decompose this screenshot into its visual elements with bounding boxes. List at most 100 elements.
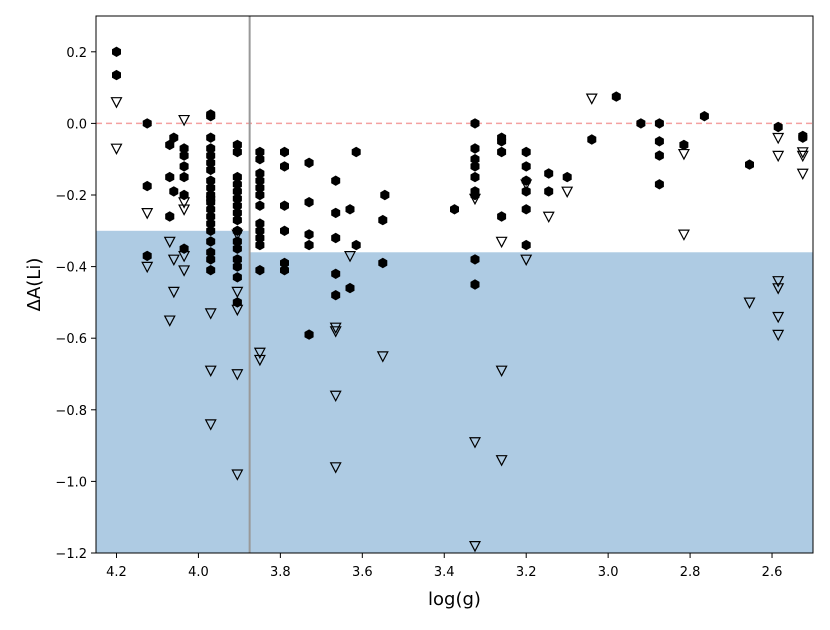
y-tick-label: −1.2: [55, 547, 87, 562]
data-point-filled: [798, 132, 808, 143]
data-point-filled: [497, 211, 507, 222]
data-point-upper-limit: [772, 150, 785, 163]
data-point-filled: [470, 171, 480, 183]
data-point-filled: [521, 161, 531, 172]
data-point-filled: [470, 143, 480, 154]
data-point-filled: [232, 261, 242, 272]
data-point-upper-limit: [163, 236, 176, 249]
x-tick-label: 4.0: [188, 565, 209, 580]
data-point-upper-limit: [344, 251, 357, 263]
data-point-filled: [206, 175, 216, 186]
data-point-filled: [206, 225, 216, 236]
data-point-filled: [304, 329, 314, 340]
data-point-upper-limit: [542, 211, 555, 224]
data-point-filled: [232, 179, 242, 190]
data-point-filled: [562, 171, 572, 183]
data-point-filled: [280, 146, 289, 158]
data-point-upper-limit: [178, 197, 191, 209]
data-point-filled: [255, 168, 265, 179]
data-point-filled: [745, 159, 754, 170]
data-point-filled: [255, 175, 265, 186]
data-point-filled: [521, 239, 531, 251]
data-point-filled: [654, 150, 664, 161]
data-point-upper-limit: [110, 143, 123, 155]
data-point-filled: [165, 139, 175, 151]
x-tick-label: 3.4: [434, 565, 455, 580]
data-point-filled: [232, 146, 242, 158]
data-point-upper-limit: [468, 540, 481, 553]
data-point-filled: [636, 118, 646, 129]
data-point-filled: [654, 118, 664, 129]
data-point-upper-limit: [772, 283, 785, 295]
data-point-filled: [470, 189, 480, 201]
data-point-filled: [165, 171, 175, 183]
shaded-region-1: [249, 252, 814, 553]
y-tick-label: 0.0: [66, 117, 87, 132]
data-point-filled: [232, 225, 242, 236]
data-point-upper-limit: [231, 304, 244, 317]
data-point-filled: [232, 186, 242, 197]
data-point-filled: [679, 139, 689, 151]
data-point-upper-limit: [561, 186, 574, 198]
data-point-filled: [544, 186, 554, 197]
data-point-upper-limit: [178, 114, 191, 127]
data-point-filled: [654, 136, 664, 147]
data-point-filled: [179, 161, 189, 172]
data-point-upper-limit: [231, 229, 244, 241]
data-point-filled: [331, 232, 341, 244]
x-tick-label: 2.8: [680, 565, 701, 580]
data-point-upper-limit: [677, 229, 690, 241]
plot-frame: [95, 15, 814, 554]
data-point-upper-limit: [495, 455, 508, 467]
data-point-filled: [255, 265, 265, 276]
data-point-filled: [470, 154, 480, 165]
data-point-filled: [255, 146, 265, 158]
data-point-filled: [521, 146, 531, 158]
data-point-upper-limit: [141, 208, 154, 220]
data-point-filled: [255, 218, 265, 229]
y-tick-label: 0.2: [66, 46, 87, 61]
data-point-filled: [470, 254, 480, 265]
data-point-upper-limit: [495, 236, 508, 249]
data-point-filled: [206, 182, 216, 193]
x-tick-label: 4.2: [106, 565, 127, 580]
data-point-filled: [544, 168, 554, 179]
data-point-filled: [470, 118, 480, 129]
data-point-filled: [304, 239, 314, 251]
data-point-filled: [232, 243, 242, 254]
data-point-upper-limit: [231, 369, 244, 381]
data-point-upper-limit: [520, 254, 533, 266]
data-point-filled: [331, 207, 341, 219]
data-point-filled: [206, 204, 216, 215]
data-point-filled: [587, 134, 597, 145]
data-point-upper-limit: [253, 354, 266, 367]
data-point-filled: [206, 236, 216, 247]
shaded-regions: [96, 230, 814, 554]
data-point-upper-limit: [329, 322, 342, 334]
data-point-upper-limit: [772, 329, 785, 342]
data-point-filled: [280, 225, 289, 236]
data-point-upper-limit: [329, 390, 342, 403]
data-point-filled: [179, 143, 189, 154]
data-point-filled: [232, 272, 242, 283]
data-point-filled: [142, 180, 152, 192]
data-point-filled: [280, 265, 289, 276]
data-point-filled: [304, 197, 314, 208]
data-point-filled: [450, 204, 459, 215]
data-point-filled: [351, 239, 361, 251]
data-point-upper-limit: [585, 93, 598, 105]
x-axis-label: log(g): [428, 589, 481, 610]
data-point-filled: [232, 254, 242, 265]
data-point-upper-limit: [796, 150, 809, 163]
data-point-filled: [142, 118, 152, 129]
data-point-filled: [497, 136, 507, 147]
x-tick-label: 3.8: [270, 565, 291, 580]
data-point-upper-limit: [204, 365, 217, 377]
data-point-filled: [521, 204, 531, 215]
data-point-upper-limit: [520, 179, 533, 191]
y-tick-label: −1.0: [55, 475, 87, 490]
data-points: [110, 46, 809, 553]
data-point-filled: [380, 189, 390, 201]
x-tick-label: 3.2: [516, 565, 537, 580]
data-point-filled: [255, 154, 265, 165]
